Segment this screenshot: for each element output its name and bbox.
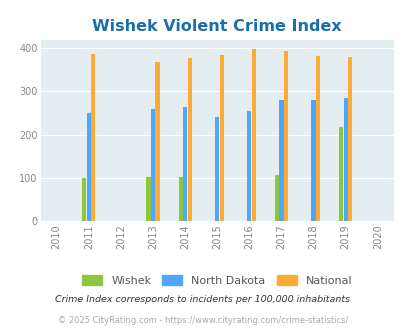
Bar	[311, 100, 315, 221]
Bar	[338, 127, 342, 221]
Bar	[219, 55, 223, 221]
Text: © 2025 CityRating.com - https://www.cityrating.com/crime-statistics/: © 2025 CityRating.com - https://www.city…	[58, 316, 347, 325]
Bar	[251, 49, 255, 221]
Bar	[215, 116, 219, 221]
Bar	[151, 109, 155, 221]
Title: Wishek Violent Crime Index: Wishek Violent Crime Index	[92, 19, 341, 34]
Bar	[247, 111, 251, 221]
Text: Crime Index corresponds to incidents per 100,000 inhabitants: Crime Index corresponds to incidents per…	[55, 295, 350, 304]
Legend: Wishek, North Dakota, National: Wishek, North Dakota, National	[79, 272, 355, 289]
Bar	[146, 177, 150, 221]
Bar	[187, 58, 191, 221]
Bar	[315, 56, 319, 221]
Bar	[86, 114, 91, 221]
Bar	[343, 98, 347, 221]
Bar	[155, 62, 159, 221]
Bar	[178, 177, 182, 221]
Bar	[274, 175, 278, 221]
Bar	[183, 107, 187, 221]
Bar	[283, 51, 287, 221]
Bar	[91, 54, 95, 221]
Bar	[347, 57, 352, 221]
Bar	[82, 178, 86, 221]
Bar	[279, 100, 283, 221]
